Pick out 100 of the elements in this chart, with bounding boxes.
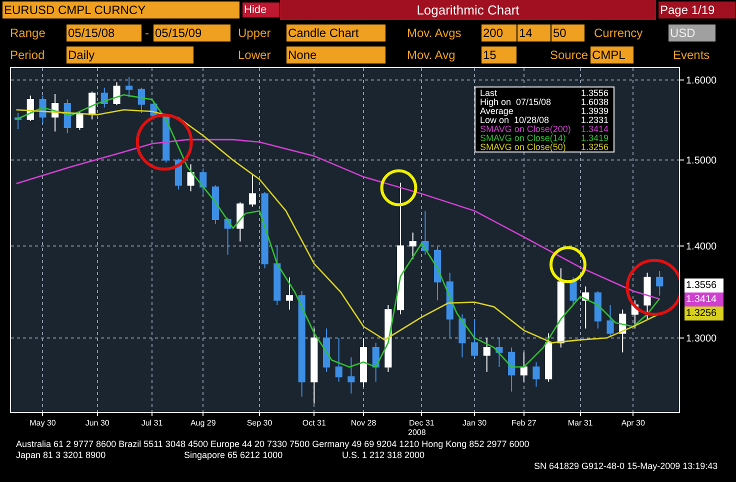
annotation: 1.6038 (581, 97, 609, 107)
text: Mov. Avgs (407, 26, 462, 40)
text: 2008 (408, 428, 426, 437)
x-tick-label: Nov 28 (350, 418, 377, 428)
candlestick (520, 352, 528, 382)
text: 05/15/08 (68, 26, 116, 40)
candlestick (434, 245, 442, 301)
candlestick (409, 232, 416, 260)
candlestick (126, 76, 133, 98)
annotation: Last (480, 88, 498, 98)
candlestick (360, 337, 368, 388)
candlestick (656, 270, 664, 296)
x-tick-label: Sep 30 (246, 418, 273, 428)
candlestick (310, 328, 318, 404)
text: 200 (483, 26, 504, 40)
annotation: 1.3939 (581, 106, 609, 116)
y-tick-label: 1.6000 (686, 75, 718, 86)
text: Currency (594, 26, 643, 40)
text: USD (670, 26, 696, 40)
candlestick (212, 184, 219, 224)
candlestick (335, 337, 342, 382)
text: Singapore 65 6212 1000 (184, 450, 283, 460)
candlestick (224, 217, 232, 256)
candlestick (483, 337, 490, 372)
candlestick (594, 290, 602, 329)
text: Candle Chart (288, 26, 360, 40)
candlestick (471, 318, 478, 358)
annotation: 1.3256 (581, 142, 609, 152)
candlestick (261, 192, 268, 269)
text: SMAVG on Close(200) (480, 124, 571, 134)
x-tick-label: Feb 27 (511, 418, 537, 428)
point (549, 246, 586, 284)
text: SN 641829 G912-48-0 15-May-2009 13:19:43 (534, 461, 718, 471)
y-tick-label: 1.5000 (686, 156, 718, 167)
annotation: Average (480, 106, 514, 116)
candlestick (113, 82, 120, 106)
text: 1.3556 (686, 280, 718, 291)
x-tick-label: Apr 30 (621, 418, 646, 428)
text: Japan 81 3 3201 8900 (16, 450, 106, 460)
annotation: 1.3556 (581, 88, 609, 98)
x-tick-label: Aug 29 (190, 418, 216, 428)
text: Mov. Avg (407, 48, 456, 62)
candlestick (545, 332, 552, 382)
text: CMPL (592, 48, 626, 62)
candlestick (644, 272, 651, 320)
candlestick (397, 182, 404, 315)
candlestick (236, 202, 244, 242)
x-tick-label: Jan 30 (462, 418, 488, 428)
text: EURUSD CMPL CURNCY (4, 3, 146, 17)
candlestick (200, 168, 207, 194)
text: Daily (68, 48, 95, 62)
text: SMAVG on Close(50) (480, 142, 566, 152)
candlestick (606, 304, 614, 337)
candlestick (322, 328, 330, 372)
text: 05/15/09 (155, 26, 202, 40)
x-tick-label: Oct 31 (302, 418, 326, 428)
x-tick-label: Mar 31 (568, 418, 594, 428)
y-tick-label: 1.3000 (686, 333, 718, 344)
text: Upper (238, 26, 271, 40)
text: SMAVG on Close(14) (480, 133, 566, 143)
text: Australia 61 2 9777 8600 Brazil 5511 3048 4500 Europe 44 20 7330 7500 Germany 49 69 9204 1210 Hong Kong 852 2977 6000 (16, 439, 530, 449)
candlestick (557, 268, 564, 348)
text: 1.3414 (686, 294, 718, 305)
text: 14 (519, 26, 533, 40)
text: U.S. 1 212 318 2000 (342, 450, 425, 460)
text: 15 (483, 48, 497, 62)
candlestick (248, 174, 256, 208)
candlestick (508, 347, 516, 392)
candlestick (348, 356, 355, 394)
text: Lower (238, 48, 271, 62)
text: 1.3256 (686, 308, 718, 319)
candlestick (298, 290, 306, 398)
text: Range (10, 26, 46, 40)
text: Events (673, 48, 710, 62)
x-tick-label: May 30 (30, 418, 56, 428)
candlestick (570, 276, 577, 306)
y-tick-label: 1.4000 (686, 241, 718, 252)
text: Source (550, 48, 588, 62)
point (380, 169, 418, 206)
candlestick (496, 337, 503, 368)
text: Hide (244, 4, 267, 16)
chart-title: Logarithmic Chart (416, 2, 520, 18)
candlestick (274, 245, 281, 306)
annotation: High on 07/15/08 (480, 97, 552, 107)
candlestick (532, 362, 540, 388)
text: None (288, 48, 318, 62)
annotation: 1.3419 (581, 133, 609, 143)
annotation: Low on 10/28/08 (480, 115, 550, 125)
candlestick (138, 87, 145, 114)
text: 50 (553, 26, 567, 40)
candlestick (187, 164, 194, 192)
text: - (145, 26, 149, 40)
candlestick (286, 276, 293, 310)
candlestick (76, 110, 84, 130)
candlestick (458, 314, 466, 358)
x-tick-label: Dec 31 (408, 418, 435, 428)
text: Page 1/19 (660, 3, 716, 17)
x-tick-label: Jun 30 (85, 418, 110, 428)
annotation: 1.2331 (581, 115, 609, 125)
annotation: 1.3414 (581, 124, 609, 134)
